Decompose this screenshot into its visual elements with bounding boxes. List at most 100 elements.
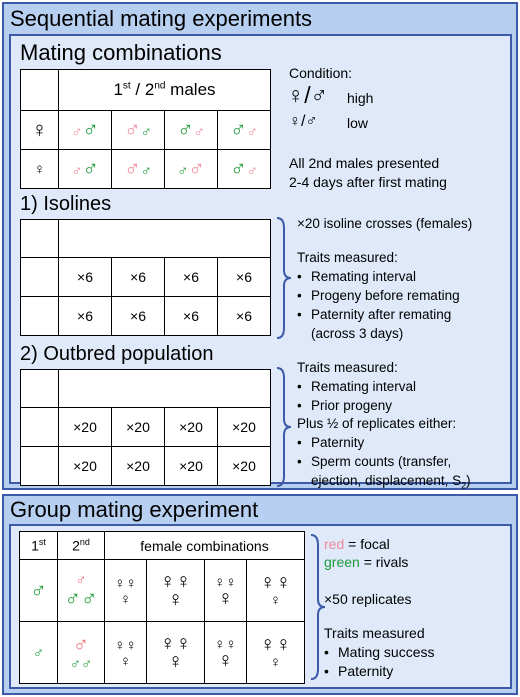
female-symbol: ♀	[125, 574, 137, 592]
female-symbol: ♀	[269, 591, 282, 609]
female-combo-cell: ♀♀ ♀	[145, 559, 205, 622]
row-label-cell	[20, 257, 59, 297]
replicate-cell: ×20	[58, 446, 112, 486]
male-symbol: ♂	[230, 156, 247, 181]
outbred-table: ×20 ×20 ×20 ×20 ×20 ×20 ×20 ×20	[20, 369, 271, 486]
male-symbol: ♂	[246, 163, 258, 180]
condition-low: low	[347, 115, 369, 131]
male-symbol: ♂	[72, 631, 90, 657]
isolines-brace	[276, 217, 292, 339]
group-title: Group mating experiment	[10, 497, 259, 522]
second-male-header: 2nd	[57, 531, 105, 560]
legend-rivals: green = rivals	[324, 554, 409, 570]
female-combo-cell: ♀♀ ♀	[104, 559, 147, 622]
male-symbol: ♂	[230, 117, 247, 142]
female-big-cell: ♀	[20, 110, 59, 150]
female-combinations-header: female combinations	[104, 531, 305, 560]
trait-item: Remating interval	[297, 377, 416, 396]
group-brace	[310, 534, 326, 680]
note-line-2: 2-4 days after first mating	[289, 174, 447, 190]
female-symbol: ♀	[269, 653, 282, 671]
replicate-cell: ×20	[111, 446, 165, 486]
group-replicates: ×50 replicates	[324, 591, 412, 607]
header-cell	[58, 219, 271, 258]
outbred-plus-label: Plus ½ of replicates either:	[297, 416, 457, 431]
note-line-1: All 2nd males presented	[289, 155, 440, 171]
outbred-brace	[276, 367, 292, 487]
male-symbol: ♂	[75, 571, 87, 589]
male-symbol: ♂	[71, 124, 83, 141]
trait-continuation: (across 3 days)	[311, 326, 404, 341]
second-male-cell: ♂ ♂♂	[57, 559, 105, 622]
female-combo-cell: ♀♀ ♀	[104, 621, 147, 684]
male-symbol: ♂	[64, 585, 82, 611]
male-symbol: ♂	[188, 156, 205, 181]
replicate-cell: ×6	[58, 296, 112, 336]
replicate-cell: ×6	[217, 296, 271, 336]
trait-item: Mating success	[324, 643, 435, 662]
female-symbol: ♀	[275, 632, 292, 656]
combo-cell: ♂♂	[217, 149, 271, 189]
combo-cell: ♂♂	[164, 110, 218, 150]
female-symbol: ♀	[114, 636, 126, 654]
female-combo-cell: ♀♀ ♀	[245, 559, 306, 622]
trait-item: Paternity after remating	[297, 305, 460, 324]
female-symbol: ♀	[159, 569, 176, 593]
male-symbol: ♂	[246, 124, 258, 141]
male-symbol: ♂	[71, 163, 83, 180]
male-symbol: ♂	[140, 163, 152, 180]
female-symbol: ♀	[119, 590, 132, 608]
female-small-cell: ♀	[20, 149, 59, 189]
outbred-traits-label: Traits measured:	[297, 360, 398, 375]
isolines-traits-label: Traits measured:	[297, 250, 398, 265]
female-combo-cell: ♀♀ ♀	[145, 621, 205, 684]
row-label-cell	[20, 446, 59, 486]
row-label-cell	[20, 407, 59, 447]
first-male-cell: ♂	[19, 559, 58, 622]
female-symbol: ♀	[31, 117, 48, 142]
first-male-header: 1st	[19, 531, 58, 560]
condition-low-symbol: ♀/♂	[289, 113, 318, 130]
female-symbol: ♀	[175, 569, 192, 593]
replicate-cell: ×6	[217, 257, 271, 297]
male-symbol: ♂	[177, 117, 194, 142]
legend-focal: red = focal	[324, 536, 390, 552]
corner-cell	[20, 69, 59, 111]
replicate-cell: ×6	[58, 257, 112, 297]
group-traits: Mating success Paternity	[324, 643, 435, 681]
female-symbol: ♀	[167, 649, 184, 673]
header-cell	[58, 369, 271, 408]
female-symbol: ♀	[119, 652, 132, 670]
replicate-cell: ×6	[111, 296, 165, 336]
female-symbol: ♀	[167, 587, 184, 611]
combo-cell: ♂♂	[58, 110, 112, 150]
female-combo-cell: ♀♀ ♀	[203, 559, 247, 622]
male-symbol: ♂	[193, 124, 205, 141]
female-symbol: ♀	[125, 636, 137, 654]
isolines-traits: Remating interval Progeny before rematin…	[297, 267, 460, 343]
female-symbol: ♀	[214, 573, 226, 591]
trait-item: Sperm counts (transfer,	[297, 452, 471, 471]
combinations-title: Mating combinations	[20, 40, 222, 65]
trait-continuation: ejection, displacement, S2)	[311, 473, 471, 491]
combo-cell: ♂♂	[58, 149, 112, 189]
sequential-title: Sequential mating experiments	[10, 6, 313, 31]
outbred-title: 2) Outbred population	[20, 343, 214, 365]
combo-cell: ♂♂	[111, 110, 165, 150]
combo-cell: ♂♂	[164, 149, 218, 189]
male-symbol: ♂	[30, 577, 47, 603]
female-symbol: ♀	[217, 648, 234, 672]
replicate-cell: ×6	[164, 296, 218, 336]
corner-cell	[20, 369, 59, 408]
male-symbol: ♂	[32, 644, 45, 662]
replicate-cell: ×20	[164, 407, 218, 447]
female-symbol: ♀	[259, 632, 276, 656]
condition-label: Condition:	[289, 65, 353, 81]
corner-cell	[20, 219, 59, 258]
female-symbol: ♀	[275, 570, 292, 594]
male-symbol: ♂	[81, 585, 98, 611]
female-combo-cell: ♀♀ ♀	[203, 621, 247, 684]
female-symbol: ♀	[217, 586, 234, 610]
female-symbol: ♀	[214, 635, 226, 653]
female-symbol: ♀	[114, 574, 126, 592]
